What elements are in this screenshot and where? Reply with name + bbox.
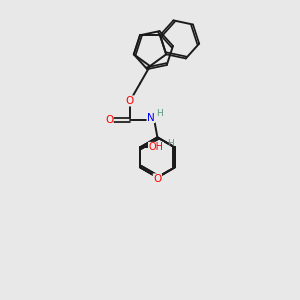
Text: O: O: [153, 174, 161, 184]
Text: OH: OH: [148, 142, 164, 152]
Text: H: H: [156, 109, 163, 118]
Text: O: O: [126, 96, 134, 106]
Text: O: O: [105, 115, 113, 125]
Text: N: N: [147, 112, 155, 123]
Text: H: H: [167, 139, 174, 148]
